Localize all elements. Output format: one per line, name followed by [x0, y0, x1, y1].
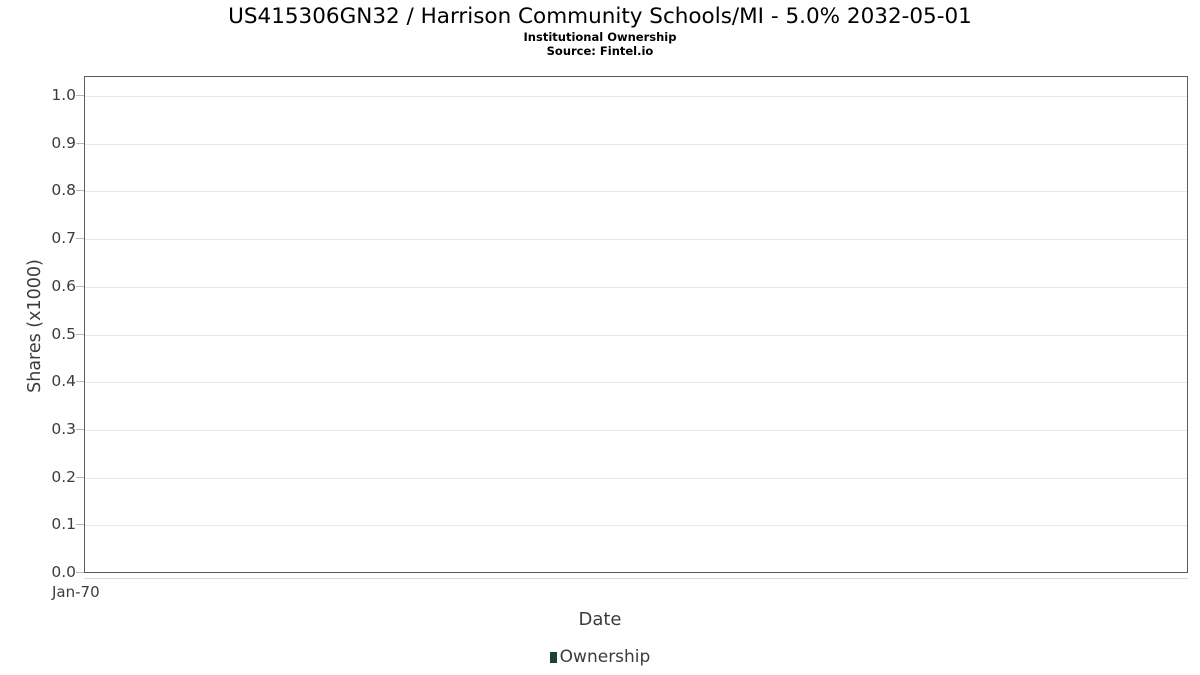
y-axis-tick-mark [76, 381, 84, 383]
chart-title: US415306GN32 / Harrison Community School… [228, 4, 972, 29]
plot-area [84, 76, 1188, 573]
gridline [85, 96, 1187, 97]
chart-subtitle: Institutional Ownership [523, 30, 677, 44]
gridline [85, 525, 1187, 527]
y-axis-tick-mark [76, 476, 84, 478]
data-series-layer [85, 77, 1187, 572]
y-axis-tick-label: 0.0 [51, 563, 76, 581]
gridline [85, 143, 1187, 145]
x-axis-tick-label: Jan-70 [52, 583, 100, 601]
chart-source-label: Source: Fintel.io [546, 44, 654, 58]
y-axis-tick-mark [76, 333, 84, 335]
x-axis-baseline [84, 578, 1188, 579]
y-axis-tick-label: 1.0 [51, 86, 76, 104]
y-axis-tick-mark [76, 428, 84, 430]
y-axis-tick-label: 0.6 [51, 276, 76, 295]
x-axis-title: Date [578, 609, 622, 630]
legend-item[interactable]: Ownership [549, 647, 651, 667]
y-axis-tick-label: 0.5 [51, 324, 76, 343]
gridline [85, 429, 1187, 431]
legend-swatch-icon [549, 651, 557, 663]
gridline [85, 286, 1187, 288]
legend-item-label: Ownership [559, 647, 651, 667]
chart-legend: Ownership [0, 647, 1200, 667]
y-axis-tick-mark [76, 142, 84, 144]
chart-title-block: US415306GN32 / Harrison Community School… [0, 4, 1200, 58]
y-axis-tick-mark [76, 285, 84, 287]
y-axis-tick-label: 0.9 [51, 133, 76, 152]
y-axis-tick-label: 0.1 [51, 515, 76, 534]
gridline [85, 382, 1187, 384]
y-axis-tick-label: 0.4 [51, 372, 76, 391]
y-axis-tick-mark [76, 524, 84, 526]
y-axis-tick-label: 0.8 [51, 181, 76, 200]
y-axis-tick-mark [76, 238, 84, 240]
y-axis-tick-label: 0.3 [51, 419, 76, 438]
y-axis-ticks: 1.0 0.9 0.8 0.7 0.6 0.5 0.4 0.3 0.2 0.1 0.0 [0, 0, 76, 675]
y-axis-tick-mark [76, 572, 84, 573]
gridline [85, 477, 1187, 479]
y-axis-tick-label: 0.7 [51, 229, 76, 248]
y-axis-tick-mark [76, 95, 84, 96]
y-axis-tick-mark [76, 190, 84, 192]
gridline [85, 191, 1187, 193]
gridline [85, 334, 1187, 336]
gridline [85, 239, 1187, 241]
y-axis-title: Shares (x1000) [25, 259, 45, 393]
y-axis-tick-label: 0.2 [51, 467, 76, 486]
